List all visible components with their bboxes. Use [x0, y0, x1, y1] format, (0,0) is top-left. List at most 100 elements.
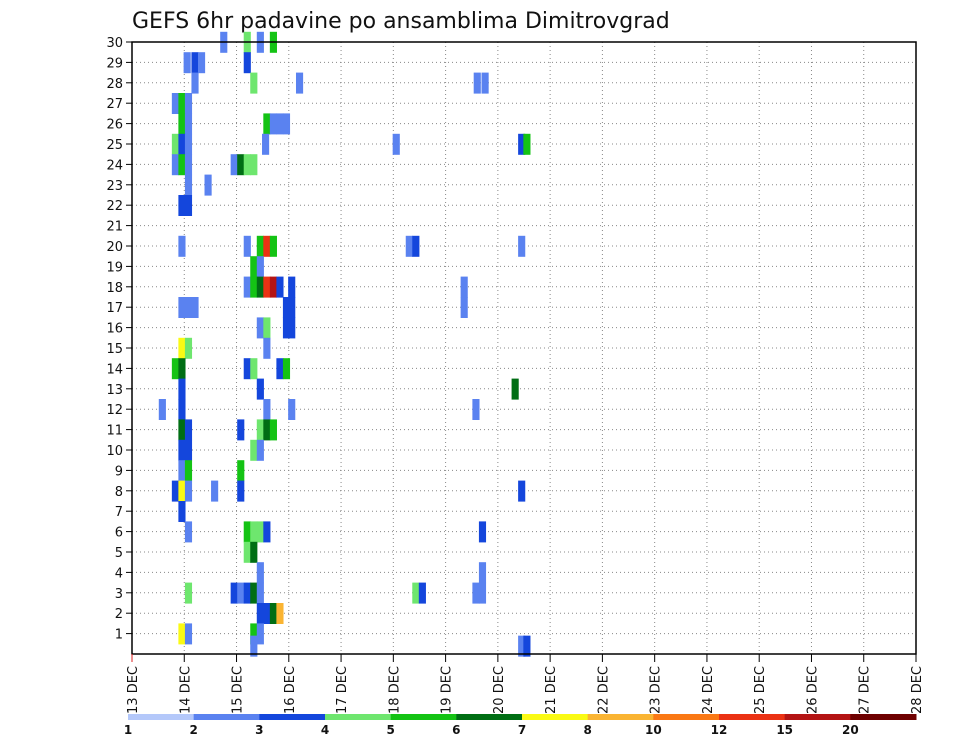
heatmap-cell — [243, 154, 251, 176]
heatmap-cell — [178, 378, 186, 400]
heatmap-cell — [250, 623, 258, 645]
colorbar-label: 2 — [189, 723, 197, 737]
x-tick-label: 17 DEC — [335, 666, 350, 714]
heatmap-cell — [250, 276, 258, 298]
heatmap-cell — [269, 276, 277, 298]
heatmap-cell — [230, 154, 238, 176]
colorbar-label: 3 — [255, 723, 263, 737]
y-tick-label: 6 — [115, 526, 123, 541]
heatmap-cell — [295, 72, 304, 94]
heatmap-cell — [191, 297, 199, 318]
y-tick-label: 2 — [115, 607, 123, 622]
colorbar-label: 12 — [711, 723, 728, 737]
heatmap-cell — [178, 399, 186, 420]
heatmap-cell — [171, 154, 179, 176]
x-tick-label: 18 DEC — [387, 666, 402, 714]
heatmap-cell — [256, 419, 264, 441]
heatmap-cell — [178, 337, 186, 359]
heatmap-cell — [263, 603, 271, 624]
y-tick-label: 25 — [106, 138, 123, 153]
heatmap-cell — [263, 521, 271, 543]
heatmap-cell — [158, 399, 166, 420]
y-tick-label: 11 — [106, 424, 123, 439]
heatmap-cell — [256, 235, 264, 257]
x-tick-label: 16 DEC — [283, 666, 298, 714]
heatmap-cell — [178, 501, 186, 522]
heatmap-cell — [288, 297, 296, 318]
heatmap-cell — [178, 297, 186, 318]
chart-title: GEFS 6hr padavine po ansamblima Dimitrov… — [132, 9, 670, 34]
heatmap-cell — [243, 235, 251, 257]
heatmap-cell — [204, 174, 212, 196]
heatmap-cell — [171, 480, 179, 502]
heatmap-cell — [178, 93, 186, 114]
heatmap-cell — [230, 582, 238, 604]
y-tick-label: 22 — [106, 199, 123, 214]
heatmap-cell — [263, 337, 271, 359]
heatmap-cell — [171, 133, 179, 155]
colorbar-label: 7 — [518, 723, 526, 737]
x-axis-ticks: 13 DEC 14 DEC 15 DEC 16 DEC 17 DEC 18 DEC 19 D… — [126, 654, 925, 714]
heatmap-cell — [250, 358, 258, 380]
heatmap-cell — [184, 154, 193, 176]
heatmap-cell — [478, 562, 487, 584]
colorbar-swatch — [587, 714, 654, 720]
heatmap-cell — [184, 582, 193, 604]
heatmap-cell — [263, 276, 271, 298]
heatmap-cell — [412, 235, 420, 257]
heatmap-cell — [243, 541, 251, 563]
x-tick-label: 13 DEC — [126, 666, 141, 714]
colorbar-label: 10 — [645, 723, 662, 737]
heatmap-cell — [256, 623, 264, 645]
y-tick-label: 1 — [115, 628, 123, 643]
heatmap-cell — [256, 582, 264, 604]
x-tick-label: 14 DEC — [178, 666, 193, 714]
heatmap-cell — [250, 256, 258, 278]
heatmap-cell — [269, 603, 277, 624]
heatmap-cell — [405, 235, 413, 257]
colorbar-swatch — [128, 714, 195, 720]
colorbar-swatch — [719, 714, 786, 720]
heatmap-cell — [178, 480, 186, 502]
colorbar-swatch — [390, 714, 457, 720]
heatmap-cell — [197, 52, 206, 74]
heatmap-cell — [237, 460, 245, 482]
heatmap-cell — [178, 460, 186, 482]
heatmap-cell — [276, 358, 284, 380]
heatmap-cell — [511, 378, 519, 400]
heatmap-cell — [178, 623, 186, 645]
colorbar-swatch — [193, 714, 260, 720]
colorbar-swatch — [653, 714, 720, 720]
heatmap-cell — [184, 439, 193, 461]
colorbar-label: 15 — [776, 723, 793, 737]
y-tick-label: 26 — [106, 118, 123, 133]
heatmap-cell — [263, 235, 271, 257]
heatmap-cell — [171, 358, 179, 380]
heatmap-cell — [178, 133, 186, 155]
heatmap-cell — [269, 113, 277, 135]
heatmap-cell — [262, 133, 270, 155]
colorbar-label: 6 — [452, 723, 460, 737]
heatmap-cell — [250, 72, 258, 94]
heatmap-cell — [460, 276, 468, 298]
y-tick-label: 19 — [106, 260, 123, 275]
heatmap-cell — [518, 635, 526, 657]
y-tick-label: 29 — [106, 56, 123, 71]
heatmap-cell — [269, 419, 277, 441]
heatmap-cell — [184, 480, 193, 502]
heatmap-cell — [191, 72, 199, 94]
heatmap-cell — [184, 133, 193, 155]
heatmap-cell — [178, 235, 186, 257]
y-tick-label: 15 — [106, 342, 123, 357]
y-tick-label: 12 — [106, 403, 123, 418]
heatmap-cell — [288, 317, 296, 339]
y-tick-label: 5 — [115, 546, 123, 561]
heatmap-cell — [178, 195, 186, 216]
heatmap-cell — [518, 480, 526, 502]
heatmap-cell — [518, 235, 526, 257]
y-tick-label: 21 — [106, 220, 123, 235]
y-tick-label: 18 — [106, 281, 123, 296]
y-tick-label: 27 — [106, 97, 123, 112]
colorbar-label: 5 — [386, 723, 394, 737]
heatmap-cell — [282, 297, 291, 318]
